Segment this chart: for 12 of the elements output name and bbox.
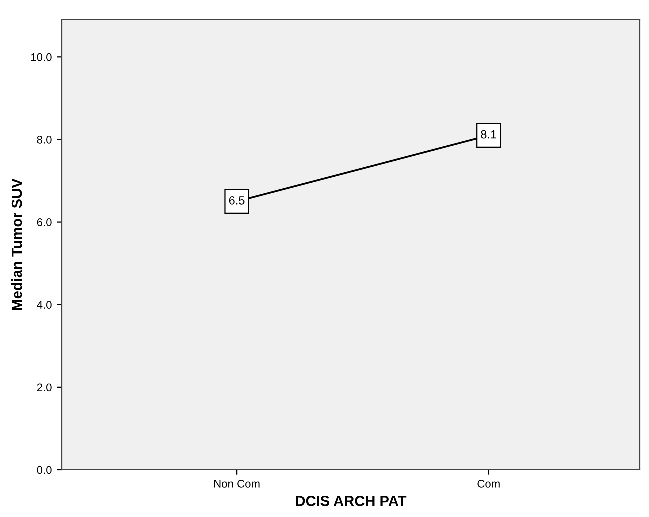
data-label: 6.5	[229, 196, 245, 205]
data-label: 8.1	[481, 130, 497, 139]
x-tick-label: Com	[478, 480, 500, 488]
y-tick-label: 10.0	[32, 53, 52, 62]
x-axis-title: DCIS ARCH PAT	[296, 496, 407, 506]
y-tick-label: 0.0	[37, 466, 52, 474]
y-tick-label: 2.0	[37, 384, 52, 392]
y-axis-title: Median Tumor SUV	[12, 178, 22, 310]
y-tick-label: 8.0	[37, 136, 52, 144]
y-tick-label: 6.0	[37, 218, 52, 226]
y-tick-label: 4.0	[37, 301, 52, 309]
x-tick-label: Non Com	[214, 480, 260, 488]
